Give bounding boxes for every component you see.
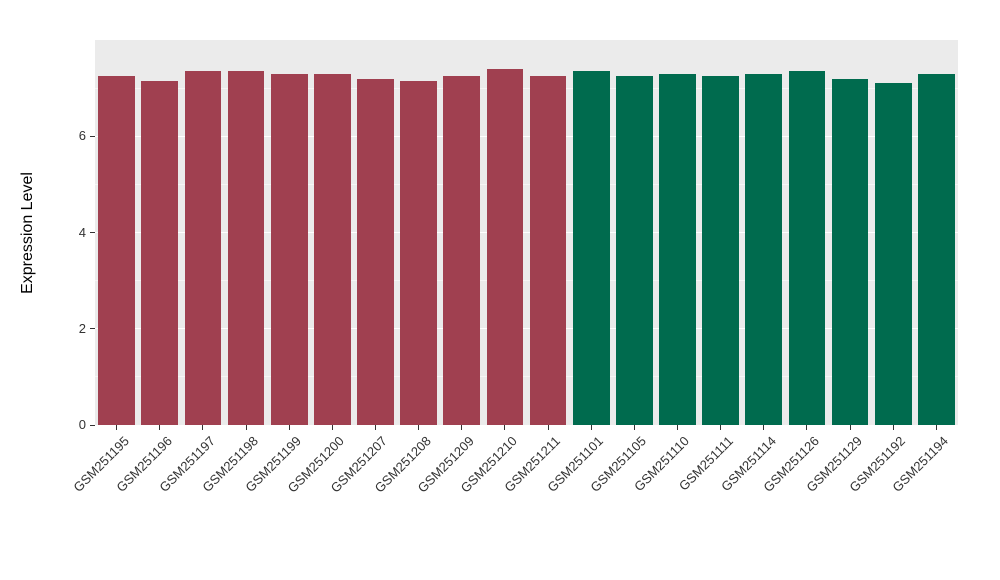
y-tick-mark — [90, 232, 95, 233]
x-tick-mark — [202, 425, 204, 430]
plot-panel — [95, 40, 958, 426]
y-tick-mark — [90, 328, 95, 330]
x-tick-mark — [720, 425, 722, 430]
bar-GSM251210 — [486, 68, 524, 425]
y-tick-label: 4 — [78, 224, 86, 240]
bar-GSM251101 — [572, 71, 610, 425]
x-tick-mark — [849, 425, 851, 430]
bar-GSM251208 — [400, 80, 437, 425]
gridline-minor — [95, 87, 958, 89]
x-tick-mark — [892, 425, 894, 430]
bar-GSM251199 — [270, 73, 308, 425]
bar-GSM251129 — [831, 78, 869, 425]
x-tick-mark — [331, 425, 333, 430]
bar-GSM251126 — [788, 71, 826, 425]
bar-GSM251111 — [702, 76, 739, 425]
bar-GSM251197 — [184, 71, 222, 425]
bar-GSM251114 — [745, 73, 783, 425]
gridline-minor — [95, 280, 958, 282]
gridline-major — [95, 232, 958, 233]
bar-GSM251194 — [918, 73, 955, 425]
x-tick-mark — [763, 425, 765, 430]
y-tick-label: 2 — [78, 320, 86, 336]
gridline-major — [95, 424, 958, 426]
x-tick-mark — [461, 425, 463, 430]
bar-GSM251110 — [659, 73, 696, 425]
x-tick-mark — [116, 425, 118, 430]
y-tick-mark — [90, 424, 95, 426]
bar-GSM251192 — [874, 83, 912, 425]
gridline-minor — [95, 376, 958, 378]
x-tick-mark — [504, 425, 506, 430]
bar-GSM251211 — [529, 76, 567, 425]
x-tick-mark — [590, 425, 592, 430]
bar-GSM251105 — [616, 76, 653, 425]
x-tick-mark — [806, 425, 808, 430]
x-tick-mark — [677, 425, 679, 430]
x-tick-mark — [374, 425, 376, 430]
x-tick-mark — [245, 425, 247, 430]
gridline-major — [95, 328, 958, 330]
bar-GSM251198 — [227, 71, 265, 425]
gridline-major — [95, 135, 958, 137]
y-axis-title: Expression Level — [19, 171, 36, 294]
x-tick-mark — [288, 425, 290, 430]
y-tick-label: 6 — [78, 128, 86, 144]
gridline-minor — [95, 183, 958, 185]
x-tick-mark — [633, 425, 635, 430]
bar-GSM251195 — [98, 76, 135, 425]
x-tick-mark — [159, 425, 161, 430]
x-tick-mark — [418, 425, 420, 430]
y-tick-label: 0 — [78, 417, 86, 432]
bar-GSM251209 — [443, 76, 481, 425]
bar-GSM251200 — [313, 73, 351, 425]
x-tick-mark — [547, 425, 549, 430]
bar-GSM251196 — [141, 80, 179, 425]
bar-GSM251207 — [357, 78, 394, 425]
x-tick-mark — [935, 425, 937, 430]
y-tick-mark — [90, 135, 95, 137]
